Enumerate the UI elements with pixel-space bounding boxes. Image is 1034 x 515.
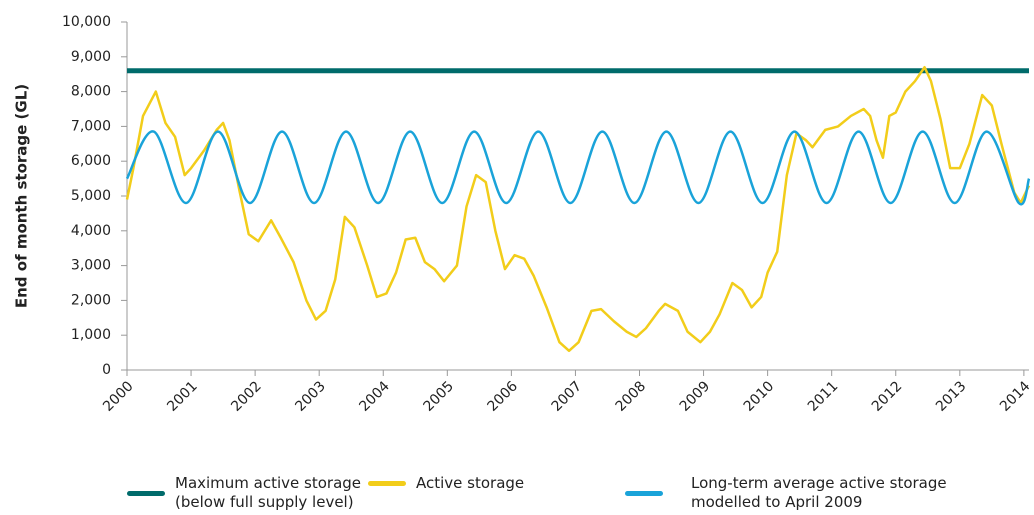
legend-item: Maximum active storage (below full suppl… [127,474,385,512]
legend-swatch [127,490,165,496]
legend-item: Active storage [368,474,616,493]
legend-label: Maximum active storage (below full suppl… [175,474,362,511]
y-tick-label: 5,000 [71,188,111,204]
x-tick-label: 2009 [677,378,714,415]
y-tick-label: 10,000 [62,14,111,30]
y-tick-label: 8,000 [71,84,111,100]
y-tick-label: 3,000 [71,258,111,274]
legend-label: Active storage [416,474,525,492]
data-line [125,130,1031,206]
legend-label: Long-term average active storage modelle… [691,474,947,511]
x-tick-label: 2002 [228,378,265,415]
x-tick-label: 2000 [100,378,137,415]
x-tick-label: 2008 [613,378,650,415]
chart: End of month storage (GL) 0 1,000 2,000 3,0… [13,14,1034,415]
y-tick-label: 1,000 [71,327,111,343]
x-tick-label: 2007 [549,378,586,415]
x-tick-label: 2003 [292,378,329,415]
x-tick-label: 2013 [933,378,970,415]
legend-swatch [368,481,406,486]
x-tick-label: 2005 [420,378,457,415]
y-axis-label: End of month storage (GL) [13,84,31,308]
y-tick-label: 6,000 [71,153,111,169]
y-tick-label: 0 [102,362,111,378]
x-tick-label: 2001 [164,378,201,415]
y-tick-label: 4,000 [71,223,111,239]
x-tick-label: 2011 [805,378,842,415]
x-tick-label: 2014 [997,378,1034,415]
legend-item: Long-term average active storage modelle… [625,474,951,512]
y-tick-label: 2,000 [71,292,111,308]
y-tick-label: 7,000 [71,118,111,134]
legend-swatch [625,490,663,496]
x-tick-label: 2010 [741,378,778,415]
y-tick-label: 9,000 [71,49,111,65]
x-tick-label: 2004 [356,378,393,415]
x-tick-label: 2012 [869,378,906,415]
x-tick-label: 2006 [485,378,522,415]
data-line [125,65,1031,353]
